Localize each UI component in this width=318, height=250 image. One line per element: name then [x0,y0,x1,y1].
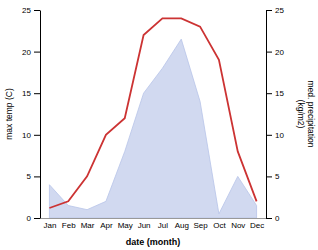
y2-tick: 10 [266,131,284,140]
y2-tick-mark [266,218,272,219]
axis-line [41,218,267,219]
x-axis-title: date (month) [126,237,181,247]
x-tick-label: Jan [43,221,56,230]
y-axis: 0 5 10 15 20 25 [22,6,40,223]
y2-axis-title-line: (kg/m2) [296,100,306,129]
x-tick: Jun [138,221,151,230]
y-tick-mark [34,176,40,177]
y-tick-label: 15 [22,89,31,98]
x-tick: Apr [100,221,113,230]
x-tick: Aug [175,221,189,230]
area-series [49,39,256,218]
x-tick-label: Nov [231,221,245,230]
y2-axis-title-line: med. precipitation [306,80,316,147]
y2-tick-label: 25 [275,6,284,15]
line-series [49,18,256,208]
y-tick-mark [34,52,40,53]
y-tick-label: 0 [27,214,32,223]
x-tick: May [118,221,133,230]
y-tick: 10 [22,131,40,140]
y2-tick: 20 [266,48,284,57]
y2-tick: 25 [266,6,284,15]
x-tick-label: Feb [62,221,76,230]
plot: Jan Feb Mar Apr May Jun Jul Aug Sep Oct Nov Dec 0 5 10… [4,6,316,247]
y-axis-title: max temp (C) [4,88,14,140]
y2-tick-label: 5 [275,172,280,181]
x-tick-label: Sep [193,221,208,230]
y-tick: 0 [27,214,40,223]
y-tick-mark [34,135,40,136]
y2-tick: 5 [266,172,280,181]
axis-line [40,11,41,219]
x-tick: Jul [158,221,168,230]
y2-tick-mark [266,52,272,53]
y-tick-mark [34,218,40,219]
y2-tick: 15 [266,89,284,98]
x-tick-label: Oct [213,221,226,230]
y2-tick: 0 [266,214,280,223]
y2-tick-label: 15 [275,89,284,98]
chart: Jan Feb Mar Apr May Jun Jul Aug Sep Oct Nov Dec 0 5 10… [0,0,318,250]
y-tick-mark [34,10,40,11]
y-tick: 25 [22,6,40,15]
y2-tick-label: 0 [275,214,280,223]
y2-axis: 0 5 10 15 20 25 [266,6,284,223]
y-tick: 5 [27,172,40,181]
y2-tick-mark [266,135,272,136]
x-tick: Sep [193,221,208,230]
y-tick: 20 [22,48,40,57]
y2-tick-mark [266,93,272,94]
x-tick-label: May [118,221,133,230]
x-tick: Dec [250,221,264,230]
y-tick-label: 5 [27,172,32,181]
x-tick-label: Mar [81,221,95,230]
y2-tick-mark [266,10,272,11]
y-tick-mark [34,93,40,94]
x-tick-label: Jul [158,221,168,230]
x-tick-label: Apr [100,221,113,230]
x-tick: Mar [81,221,95,230]
x-tick: Feb [62,221,76,230]
y2-tick-label: 20 [275,48,284,57]
x-tick-label: Jun [138,221,151,230]
x-tick-label: Dec [250,221,264,230]
x-tick: Oct [213,221,226,230]
y2-tick-label: 10 [275,131,284,140]
y-tick-label: 25 [22,6,31,15]
y-tick-label: 10 [22,131,31,140]
axis-line [266,11,267,219]
x-tick: Nov [231,221,245,230]
marks [49,18,256,218]
x-tick-label: Aug [175,221,189,230]
y2-axis-title: med. precipitation(kg/m2) [296,80,316,147]
x-tick: Jan [43,221,56,230]
y-tick: 15 [22,89,40,98]
x-axis: Jan Feb Mar Apr May Jun Jul Aug Sep Oct Nov Dec [41,219,267,230]
y-tick-label: 20 [22,48,31,57]
y2-tick-mark [266,176,272,177]
